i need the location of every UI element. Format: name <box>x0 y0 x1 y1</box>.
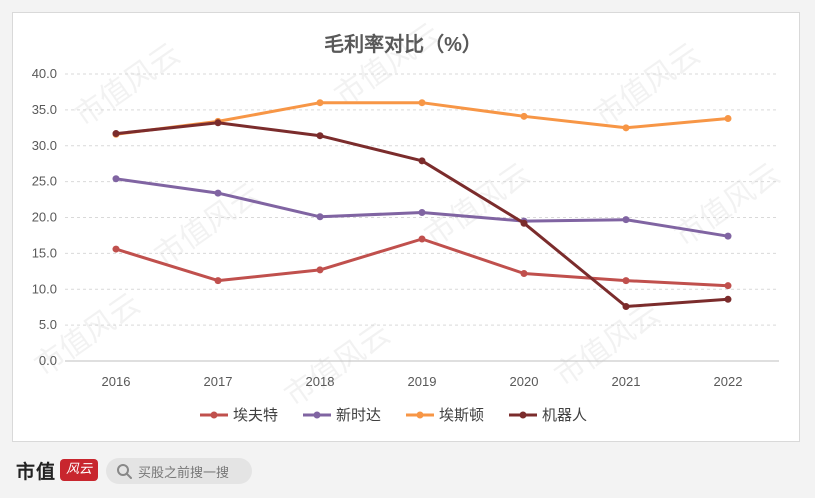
watermark-text: 市值风云 <box>588 36 706 133</box>
legend-swatch-marker <box>416 411 424 419</box>
data-point <box>622 302 630 310</box>
data-point <box>724 114 732 122</box>
x-tick-label: 2022 <box>714 374 743 389</box>
legend: 埃夫特 新时达 埃斯顿 机器人 <box>200 407 587 424</box>
watermark-text: 市值风云 <box>68 36 186 133</box>
y-tick-label: 35.0 <box>32 102 57 117</box>
data-point <box>724 295 732 303</box>
x-tick-label: 2018 <box>306 374 335 389</box>
legend-swatch-marker <box>519 411 527 419</box>
y-tick-label: 10.0 <box>32 281 57 296</box>
watermark-text: 市值风云 <box>278 316 396 413</box>
data-point <box>418 208 426 216</box>
data-point <box>316 99 324 107</box>
data-point <box>214 277 222 285</box>
data-point <box>622 216 630 224</box>
legend-item: 埃斯顿 <box>406 407 484 424</box>
data-point <box>724 232 732 240</box>
chart-title: 毛利率对比（%） <box>324 32 482 56</box>
data-point <box>112 130 120 138</box>
data-point <box>418 99 426 107</box>
data-point <box>214 189 222 197</box>
grid-layer <box>65 73 779 362</box>
data-point <box>622 277 630 285</box>
watermark-text: 市值风云 <box>28 286 146 383</box>
series-新时达 <box>112 175 732 240</box>
data-point <box>520 219 528 227</box>
chart-card: 市值风云 市值风云 市值风云 市值风云 市值风云 市值风云 市值风云 市值风云 市值风云 毛利率… <box>12 12 800 442</box>
legend-label: 机器人 <box>542 407 587 424</box>
data-point <box>622 124 630 132</box>
legend-item: 机器人 <box>509 407 587 424</box>
data-point <box>214 119 222 127</box>
y-tick-label: 15.0 <box>32 245 57 260</box>
legend-label: 埃夫特 <box>233 407 278 424</box>
brand-name: 市值 <box>16 460 57 483</box>
watermark-text: 市值风云 <box>328 16 446 113</box>
x-tick-label: 2021 <box>612 374 641 389</box>
brand-logo[interactable]: 市值 风云 <box>16 456 99 484</box>
series-layer <box>112 99 732 310</box>
data-point <box>418 157 426 165</box>
search-placeholder: 买股之前搜一搜 <box>138 464 230 480</box>
x-tick-label: 2019 <box>408 374 437 389</box>
x-tick-label: 2020 <box>510 374 539 389</box>
footer-bar: 市值 风云 买股之前搜一搜 <box>0 446 815 498</box>
brand-badge: 风云 <box>60 459 99 481</box>
legend-swatch-marker <box>313 411 321 419</box>
data-point <box>112 175 120 183</box>
y-tick-label: 20.0 <box>32 210 57 225</box>
x-tick-label: 2016 <box>102 374 131 389</box>
y-tick-label: 30.0 <box>32 138 57 153</box>
data-point <box>112 245 120 253</box>
data-point <box>520 112 528 120</box>
y-tick-label: 0.0 <box>39 353 57 368</box>
data-point <box>316 132 324 140</box>
legend-swatch-marker <box>210 411 218 419</box>
series-埃夫特 <box>112 235 732 290</box>
x-tick-label: 2017 <box>204 374 233 389</box>
search-box[interactable]: 买股之前搜一搜 <box>106 458 252 484</box>
data-point <box>316 213 324 221</box>
watermark-text: 市值风云 <box>548 296 666 393</box>
legend-label: 埃斯顿 <box>439 407 484 424</box>
search-icon <box>117 464 132 479</box>
y-tick-label: 5.0 <box>39 317 57 332</box>
data-point <box>724 282 732 290</box>
y-tick-label: 25.0 <box>32 174 57 189</box>
data-point <box>520 269 528 277</box>
legend-item: 埃夫特 <box>200 407 278 424</box>
y-tick-label: 40.0 <box>32 66 57 81</box>
legend-item: 新时达 <box>303 407 381 424</box>
series-机器人 <box>112 119 732 310</box>
data-point <box>418 235 426 243</box>
data-point <box>316 266 324 274</box>
legend-label: 新时达 <box>336 407 381 424</box>
axis-layer: 0.0 5.0 10.0 15.0 20.0 25.0 30.0 35.0 40.0 2016 20… <box>32 66 743 389</box>
